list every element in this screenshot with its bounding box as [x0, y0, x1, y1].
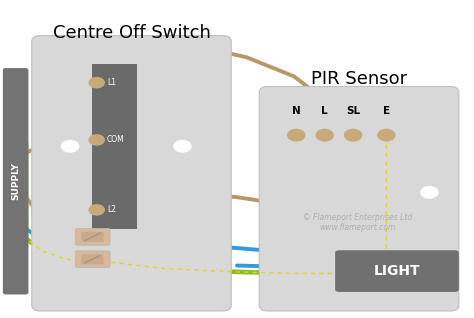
- FancyBboxPatch shape: [259, 86, 459, 311]
- Text: LIGHT: LIGHT: [374, 264, 420, 278]
- Text: E: E: [383, 106, 390, 116]
- Circle shape: [288, 129, 305, 141]
- Circle shape: [345, 129, 362, 141]
- Circle shape: [89, 205, 104, 215]
- Circle shape: [174, 141, 191, 152]
- Text: SUPPLY: SUPPLY: [11, 162, 20, 200]
- Text: L2: L2: [107, 205, 116, 214]
- Text: L1: L1: [107, 78, 116, 87]
- Circle shape: [89, 78, 104, 88]
- Circle shape: [421, 187, 438, 198]
- Bar: [92, 64, 137, 229]
- Circle shape: [62, 141, 79, 152]
- Circle shape: [316, 129, 333, 141]
- FancyBboxPatch shape: [75, 251, 110, 267]
- Text: Centre Off Switch: Centre Off Switch: [53, 24, 211, 42]
- FancyBboxPatch shape: [75, 229, 110, 245]
- FancyBboxPatch shape: [81, 232, 104, 242]
- Text: PIR Sensor: PIR Sensor: [311, 71, 407, 88]
- Text: © Flameport Enterprises Ltd
www.flameport.com: © Flameport Enterprises Ltd www.flamepor…: [303, 213, 412, 232]
- Circle shape: [378, 129, 395, 141]
- Text: SL: SL: [346, 106, 360, 116]
- FancyBboxPatch shape: [3, 68, 28, 294]
- Text: N: N: [292, 106, 301, 116]
- FancyBboxPatch shape: [32, 36, 231, 311]
- FancyBboxPatch shape: [81, 254, 104, 264]
- Text: COM: COM: [107, 135, 125, 144]
- Text: L: L: [321, 106, 328, 116]
- Circle shape: [89, 135, 104, 145]
- FancyBboxPatch shape: [335, 250, 459, 292]
